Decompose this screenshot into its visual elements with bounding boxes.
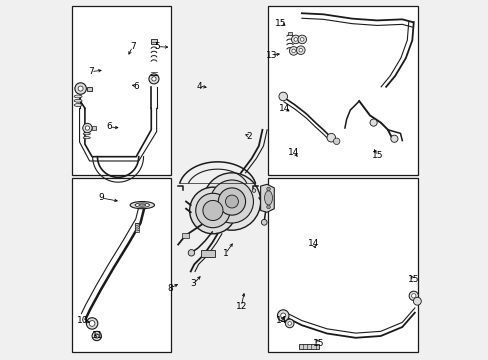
Ellipse shape	[264, 191, 272, 205]
Bar	[92, 126, 96, 130]
Text: 6: 6	[133, 82, 139, 91]
Circle shape	[390, 135, 397, 142]
Ellipse shape	[74, 95, 82, 98]
Polygon shape	[260, 184, 274, 212]
Ellipse shape	[139, 204, 145, 206]
Circle shape	[293, 38, 297, 41]
Bar	[298, 344, 319, 349]
Circle shape	[75, 83, 86, 94]
Bar	[87, 87, 92, 91]
Bar	[201, 250, 215, 257]
Text: 15: 15	[275, 19, 286, 28]
Circle shape	[411, 294, 415, 298]
Text: 10: 10	[77, 316, 88, 325]
Ellipse shape	[74, 104, 82, 107]
Circle shape	[86, 318, 98, 329]
Text: 12: 12	[235, 302, 246, 311]
Circle shape	[285, 319, 293, 328]
Circle shape	[326, 134, 335, 142]
Circle shape	[203, 173, 260, 230]
Text: 15: 15	[312, 339, 324, 348]
Bar	[287, 32, 292, 35]
Circle shape	[300, 38, 304, 41]
Ellipse shape	[83, 136, 90, 139]
Text: 11: 11	[92, 332, 104, 341]
Circle shape	[280, 313, 285, 318]
Circle shape	[266, 187, 270, 191]
Circle shape	[225, 195, 238, 208]
Bar	[135, 224, 139, 232]
Circle shape	[89, 320, 95, 326]
Text: 7: 7	[88, 67, 94, 76]
Text: 8: 8	[167, 284, 172, 293]
Bar	[214, 197, 237, 213]
Circle shape	[151, 77, 156, 81]
Text: 5: 5	[154, 42, 160, 51]
Circle shape	[266, 205, 270, 209]
Circle shape	[149, 74, 159, 84]
Circle shape	[252, 189, 255, 192]
Circle shape	[291, 49, 295, 53]
Circle shape	[296, 46, 305, 54]
Text: 15: 15	[407, 275, 419, 284]
Text: 9: 9	[98, 193, 104, 202]
Text: 14: 14	[307, 239, 318, 248]
Text: 15: 15	[371, 151, 383, 160]
Text: 14: 14	[275, 316, 286, 325]
Circle shape	[278, 92, 287, 101]
Bar	[72, 178, 171, 352]
Ellipse shape	[83, 133, 90, 135]
Bar	[267, 6, 418, 175]
Ellipse shape	[74, 99, 82, 102]
Circle shape	[297, 35, 306, 44]
Circle shape	[188, 249, 194, 256]
Circle shape	[289, 46, 297, 55]
Circle shape	[78, 86, 83, 91]
Text: 1: 1	[222, 249, 228, 258]
Text: 7: 7	[129, 42, 135, 51]
Text: 2: 2	[246, 132, 252, 141]
Bar	[267, 178, 418, 352]
Text: 14: 14	[288, 148, 299, 157]
Circle shape	[291, 35, 300, 44]
Text: 13: 13	[266, 51, 277, 60]
Circle shape	[218, 188, 245, 215]
Circle shape	[333, 138, 339, 144]
Circle shape	[408, 291, 418, 301]
Text: 6: 6	[106, 122, 112, 131]
Ellipse shape	[130, 202, 154, 209]
Circle shape	[261, 220, 266, 225]
Text: 3: 3	[190, 279, 196, 288]
Circle shape	[412, 297, 421, 305]
Circle shape	[210, 180, 253, 223]
Circle shape	[369, 119, 376, 126]
Bar	[72, 6, 171, 175]
Circle shape	[94, 334, 99, 338]
Circle shape	[195, 193, 230, 228]
Text: 14: 14	[279, 104, 290, 113]
Circle shape	[92, 331, 101, 341]
Circle shape	[287, 321, 291, 325]
Circle shape	[298, 48, 302, 52]
Bar	[150, 40, 157, 44]
Circle shape	[189, 187, 236, 234]
Text: 4: 4	[196, 82, 202, 91]
Circle shape	[203, 201, 223, 221]
Circle shape	[82, 123, 92, 133]
Circle shape	[277, 310, 288, 321]
Ellipse shape	[135, 203, 149, 207]
Bar	[182, 233, 188, 238]
Circle shape	[85, 126, 89, 130]
